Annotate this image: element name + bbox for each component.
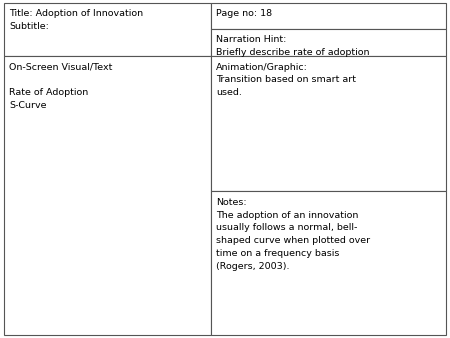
Text: Transition based on smart art: Transition based on smart art: [216, 75, 356, 84]
Bar: [211, 3, 446, 29]
Text: time on a frequency basis: time on a frequency basis: [216, 249, 339, 258]
Bar: [4, 56, 211, 335]
Text: shaped curve when plotted over: shaped curve when plotted over: [216, 236, 370, 245]
Text: S-Curve: S-Curve: [9, 101, 46, 110]
Text: Page no: 18: Page no: 18: [216, 9, 272, 19]
Bar: [211, 56, 446, 191]
Text: On-Screen Visual/Text: On-Screen Visual/Text: [9, 63, 112, 72]
Text: used.: used.: [216, 88, 242, 97]
Text: (Rogers, 2003).: (Rogers, 2003).: [216, 262, 289, 271]
Text: Subtitle:: Subtitle:: [9, 22, 49, 31]
Text: usually follows a normal, bell-: usually follows a normal, bell-: [216, 223, 357, 233]
Text: Narration Hint:: Narration Hint:: [216, 35, 286, 45]
Text: Notes:: Notes:: [216, 198, 247, 207]
Text: Title: Adoption of Innovation: Title: Adoption of Innovation: [9, 9, 143, 19]
Text: Animation/Graphic:: Animation/Graphic:: [216, 63, 308, 72]
Text: Rate of Adoption: Rate of Adoption: [9, 88, 88, 97]
Bar: [211, 191, 446, 335]
Bar: [211, 29, 446, 56]
Bar: [4, 3, 211, 56]
Text: The adoption of an innovation: The adoption of an innovation: [216, 211, 358, 220]
Text: Briefly describe rate of adoption: Briefly describe rate of adoption: [216, 48, 369, 57]
